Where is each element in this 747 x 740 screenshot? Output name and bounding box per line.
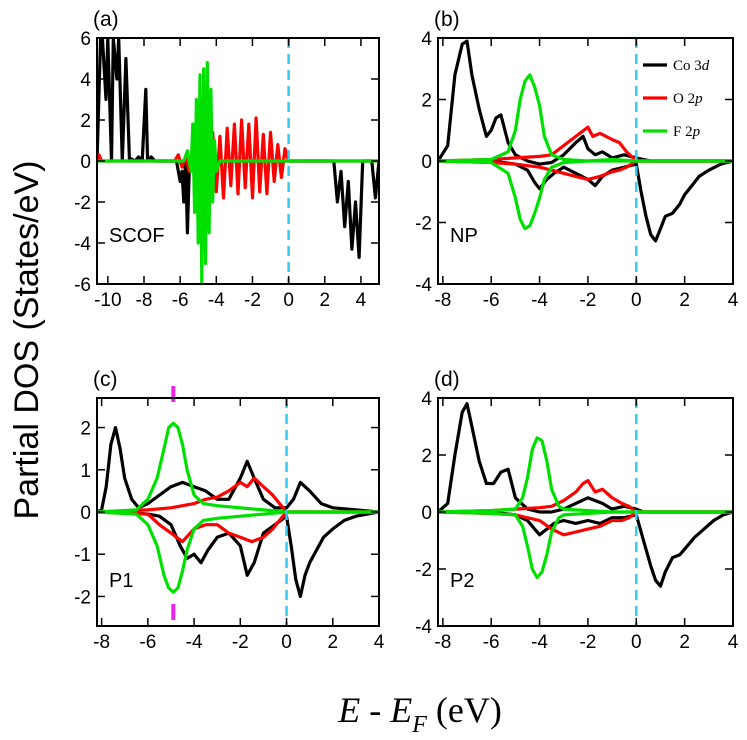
- legend-label: O 2p: [673, 91, 703, 107]
- y-tick-label: -6: [74, 275, 91, 296]
- series-line-f-2p-up: [97, 421, 379, 514]
- series-line-o-2p-up: [438, 479, 733, 514]
- x-tick-label: -8: [93, 632, 110, 653]
- series-line-o-2p-down: [438, 159, 733, 181]
- x-tick-label: 4: [728, 632, 739, 653]
- y-tick-label: 0: [421, 152, 432, 173]
- x-tick-label: 4: [374, 632, 385, 653]
- y-tick-label: 2: [421, 91, 432, 112]
- x-tick-label: 4: [356, 290, 367, 311]
- x-tick-label: 2: [327, 632, 338, 653]
- legend-label: F 2p: [673, 124, 701, 140]
- panel-letter: (a): [93, 8, 119, 31]
- series-line-o-2p-up: [438, 125, 733, 163]
- y-tick-label: 0: [421, 503, 432, 524]
- x-tick-label: -4: [208, 290, 225, 311]
- x-tick-label: -6: [483, 632, 500, 653]
- x-tick-label: -2: [244, 290, 261, 311]
- panel-name: SCOF: [109, 225, 165, 247]
- x-tick-label: 0: [631, 632, 642, 653]
- y-tick-label: -1: [74, 545, 91, 566]
- x-axis-label: E - EF (eV): [337, 690, 502, 738]
- x-tick-label: -4: [531, 632, 548, 653]
- y-tick-label: 4: [80, 70, 91, 91]
- series-line-o-2p: [97, 116, 379, 200]
- series-line-co-3d-down: [438, 510, 733, 588]
- panel-c: -8 -6 -4 -2 0 2 4 -2 -1 0 1 2 (c) P1: [74, 368, 385, 653]
- y-tick-label: -2: [74, 193, 91, 214]
- legend-label: Co 3d: [673, 58, 710, 74]
- y-tick-label: -4: [415, 275, 432, 296]
- y-axis-label: Partial DOS (States/eV): [8, 160, 46, 519]
- series-line-f-2p-down: [438, 157, 733, 231]
- x-tick-label: 0: [631, 290, 642, 311]
- plot-area: [97, 38, 379, 284]
- x-tick-label: -2: [232, 632, 249, 653]
- x-axis-label-ef: E: [389, 690, 412, 730]
- legend-label-orbital: p: [692, 124, 701, 140]
- x-tick-label: 0: [281, 632, 292, 653]
- legend-label-orbital: p: [694, 91, 703, 107]
- series-line-o-2p-up: [97, 476, 379, 514]
- y-tick-label: -2: [415, 560, 432, 581]
- x-tick-label: 4: [728, 290, 739, 311]
- series-line-f-2p-down: [438, 510, 733, 580]
- series-line-co-3d-up: [438, 402, 733, 514]
- x-tick-label: -6: [172, 290, 189, 311]
- series-line-o-2p-down: [438, 510, 733, 537]
- plot-area: [438, 38, 733, 284]
- y-tick-label: 2: [80, 419, 91, 440]
- series-line-co-3d-up: [97, 426, 379, 514]
- y-tick-label: 0: [80, 503, 91, 524]
- y-tick-label: -2: [74, 587, 91, 608]
- x-tick-label: -2: [579, 632, 596, 653]
- series-line-o-2p-down: [97, 510, 379, 544]
- x-axis-label-unit: (eV): [427, 690, 502, 730]
- y-tick-label: 1: [80, 461, 91, 482]
- x-tick-label: -4: [531, 290, 548, 311]
- panel-letter: (d): [434, 368, 460, 391]
- panel-name: NP: [450, 225, 478, 247]
- series-line-f-2p-down: [97, 510, 379, 594]
- panel-letter: (b): [434, 8, 460, 31]
- y-tick-label: 2: [80, 111, 91, 132]
- y-tick-label: 2: [421, 446, 432, 467]
- x-tick-label: -10: [94, 290, 121, 311]
- plot-area: [438, 398, 733, 626]
- panel-letter: (c): [93, 368, 118, 391]
- y-tick-label: -2: [415, 214, 432, 235]
- panel-name: P2: [450, 570, 474, 592]
- series-line-co-3d-down: [97, 510, 379, 598]
- x-tick-label: -8: [434, 632, 451, 653]
- x-tick-label: 2: [679, 290, 690, 311]
- x-tick-label: -8: [434, 290, 451, 311]
- x-tick-label: -6: [139, 632, 156, 653]
- x-tick-label: -2: [579, 290, 596, 311]
- y-tick-label: 6: [80, 29, 91, 50]
- x-axis-label-e: E: [337, 690, 360, 730]
- plot-area: [97, 398, 379, 626]
- series-line-co-3d-down: [438, 159, 733, 243]
- y-tick-label: -4: [74, 234, 91, 255]
- x-tick-label: 2: [679, 632, 690, 653]
- x-tick-label: 2: [319, 290, 330, 311]
- x-tick-label: -8: [136, 290, 153, 311]
- legend-label-orbital: d: [702, 58, 710, 74]
- series-line-f-2p: [97, 61, 379, 284]
- x-tick-label: -6: [483, 290, 500, 311]
- panel-name: P1: [109, 570, 133, 592]
- x-tick-label: 0: [283, 290, 294, 311]
- x-axis-label-sub: F: [411, 712, 427, 738]
- panel-a: -10 -8 -6 -4 -2 0 2 4 -6 -4 -2 0 2 4 6(a) SCOF: [74, 8, 380, 311]
- y-tick-label: 4: [421, 29, 432, 50]
- y-tick-label: -4: [415, 617, 432, 638]
- x-tick-label: -4: [186, 632, 203, 653]
- x-axis-label-sep: -: [360, 690, 390, 730]
- y-tick-label: 4: [421, 389, 432, 410]
- y-tick-label: 0: [80, 152, 91, 173]
